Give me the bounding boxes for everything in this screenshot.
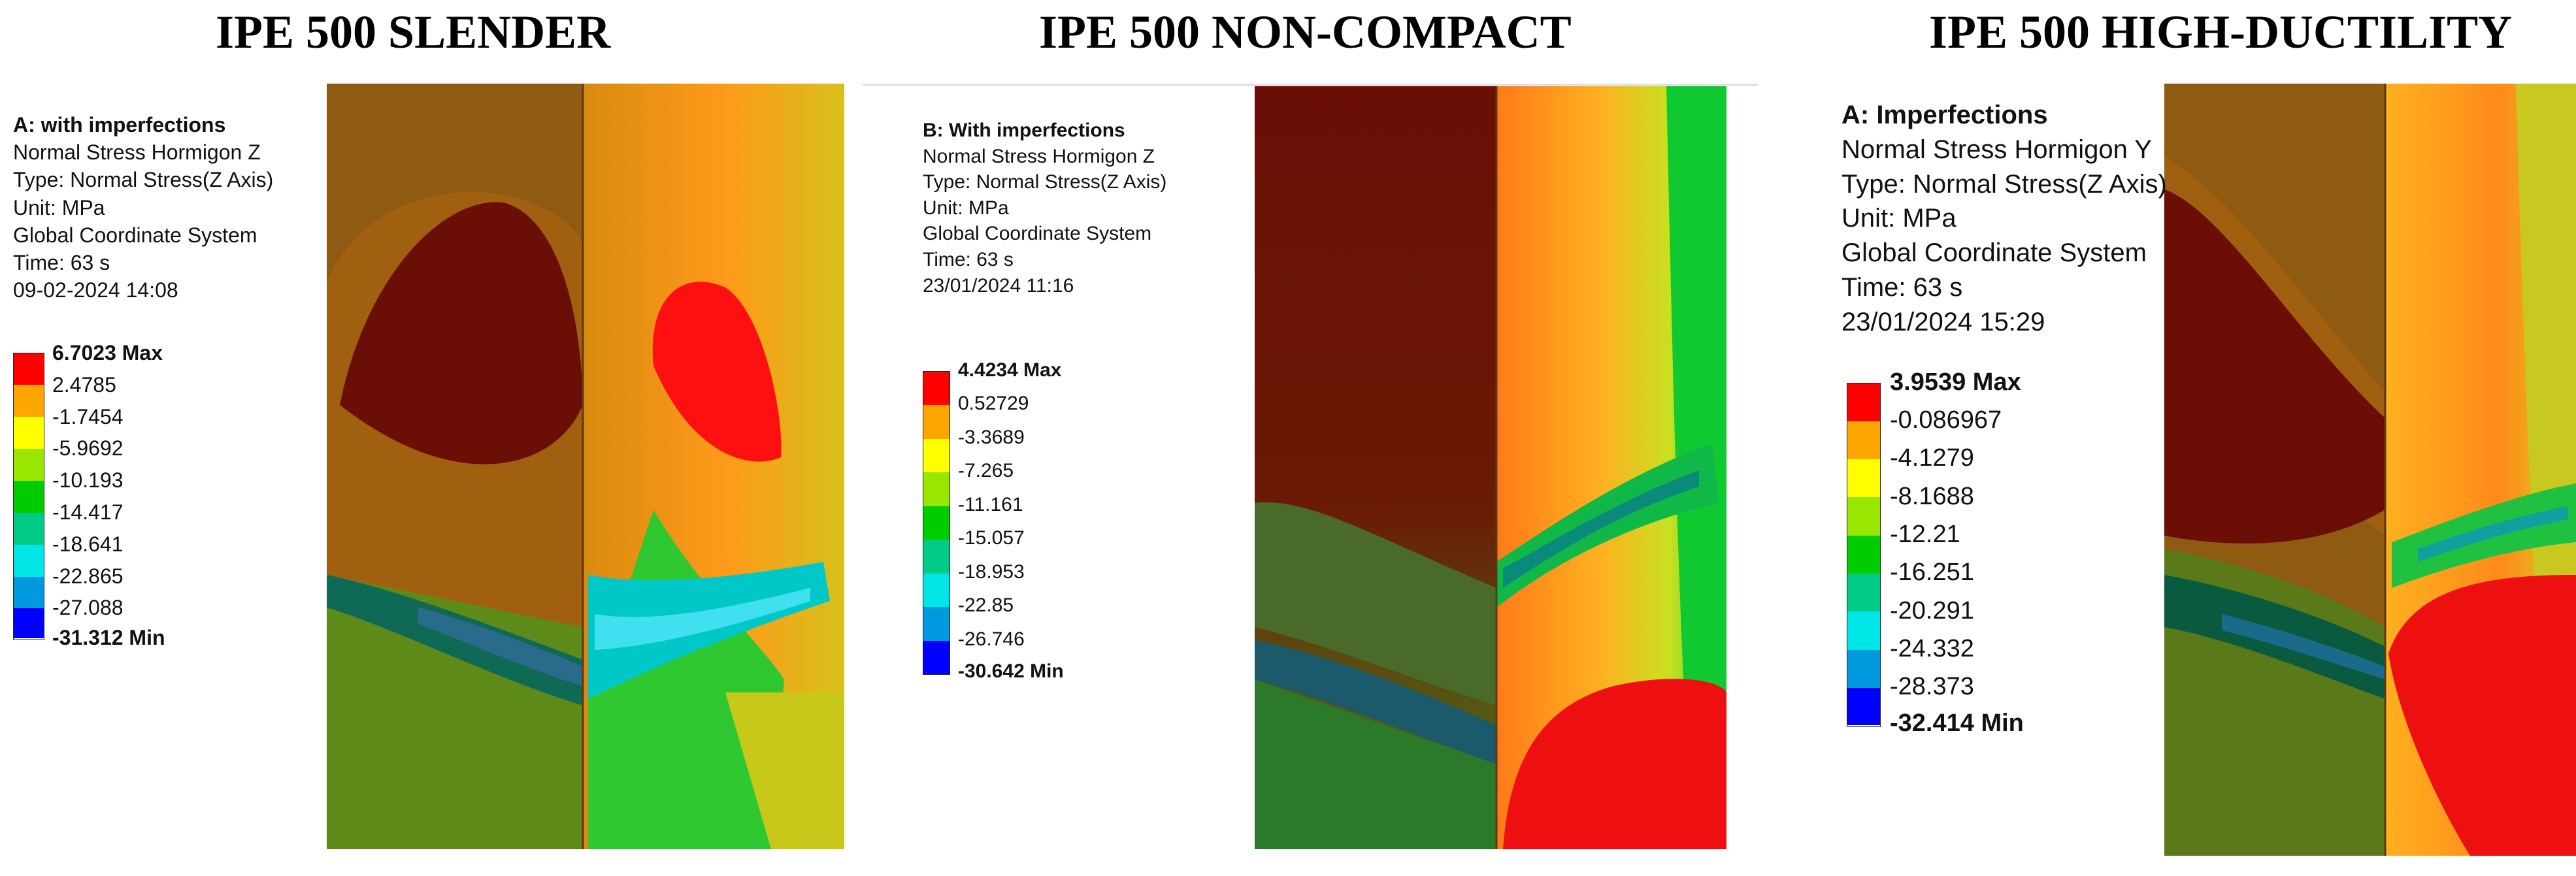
legend-bar (13, 353, 44, 640)
legend-label: -26.746 (958, 628, 1025, 650)
panel-non-compact: IPE 500 NON-COMPACT B: With imperfection… (850, 0, 1764, 876)
info-line: Unit: MPa (923, 197, 1009, 219)
legend-label: -1.7454 (52, 405, 124, 429)
legend-label: -10.193 (52, 468, 124, 492)
panel-high-ductility: IPE 500 HIGH-DUCTILITY A: Imperfections … (1764, 0, 2576, 876)
legend-min-label: -30.642 Min (958, 660, 1064, 682)
legend-min-label: -31.312 Min (52, 626, 165, 649)
info-header: A: Imperfections (1841, 101, 2048, 129)
legend-swatch (14, 385, 44, 417)
legend-swatch (1847, 497, 1880, 536)
info-line: Type: Normal Stress(Z Axis) (1841, 169, 2167, 199)
legend-swatch (1847, 459, 1880, 497)
legend-swatch (923, 439, 949, 472)
legend-label: -22.85 (958, 594, 1014, 616)
legend-swatch (1847, 611, 1880, 650)
legend-swatch (1847, 574, 1880, 611)
info-line: Normal Stress Hormigon Z (923, 145, 1155, 167)
legend-label: -18.641 (52, 532, 124, 556)
legend-swatch (923, 607, 949, 641)
info-line: Time: 63 s (13, 251, 110, 275)
legend-label: -8.1688 (1890, 483, 1974, 510)
legend-swatch (923, 405, 949, 439)
info-line: Unit: MPa (13, 195, 105, 219)
info-line: Normal Stress Hormigon Y (1841, 135, 2152, 164)
legend-swatch (14, 353, 44, 385)
legend-label: -7.265 (958, 460, 1014, 481)
stress-contour-plot (863, 84, 1758, 849)
legend-swatch (14, 481, 44, 513)
legend-swatch (14, 417, 44, 449)
legend-label: -11.161 (958, 494, 1023, 515)
legend-bar (1847, 383, 1881, 727)
info-header: A: with imperfections (13, 113, 226, 137)
info-line: 09-02-2024 14:08 (13, 278, 178, 302)
legend-swatch (923, 372, 949, 405)
legend-max-label: 3.9539 Max (1890, 368, 2021, 396)
panel-slender: IPE 500 SLENDER A: with imperfections No… (0, 0, 850, 876)
result-info-block: A: Imperfections Normal Stress Hormigon … (1841, 98, 2167, 340)
legend-max-label: 4.4234 Max (958, 359, 1062, 381)
legend-label: -16.251 (1890, 559, 1974, 586)
legend-swatch (14, 545, 44, 577)
info-header: B: With imperfections (923, 120, 1125, 141)
info-line: 23/01/2024 11:16 (923, 274, 1074, 297)
info-line: Global Coordinate System (1841, 238, 2147, 268)
legend-label: -18.953 (958, 561, 1025, 583)
legend-swatch (1847, 421, 1880, 459)
info-line: Global Coordinate System (923, 223, 1152, 245)
legend-swatch (923, 472, 949, 506)
legend-label: 2.4785 (52, 373, 116, 397)
legend-bar (923, 371, 950, 675)
legend-label: -3.3689 (958, 427, 1025, 448)
legend-swatch (1847, 536, 1880, 574)
legend-swatch (14, 513, 44, 545)
legend-label: -4.1279 (1890, 444, 1974, 472)
legend-swatch (923, 641, 949, 674)
info-line: 23/01/2024 15:29 (1841, 307, 2045, 336)
legend-label: -22.865 (52, 564, 124, 588)
legend-swatch (923, 506, 949, 540)
legend-swatch (14, 608, 44, 638)
legend-label: -20.291 (1890, 597, 1974, 625)
legend-min-label: -32.414 Min (1890, 709, 2024, 737)
legend-label: -14.417 (52, 500, 124, 524)
legend-swatch (1847, 688, 1880, 725)
result-info-block: A: with imperfections Normal Stress Horm… (13, 111, 273, 304)
legend-swatch (14, 449, 44, 481)
info-line: Time: 63 s (1841, 272, 1963, 302)
stress-contour-plot (327, 84, 844, 849)
legend-label: -12.21 (1890, 521, 1960, 548)
info-line: Normal Stress Hormigon Z (13, 140, 261, 165)
legend-label: -27.088 (52, 596, 124, 619)
panel-title: IPE 500 HIGH-DUCTILITY (1929, 6, 2513, 58)
legend-label: 0.52729 (958, 393, 1029, 414)
result-info-block: B: With imperfections Normal Stress Horm… (923, 118, 1166, 299)
panel-title: IPE 500 SLENDER (216, 6, 611, 58)
info-line: Type: Normal Stress(Z Axis) (923, 171, 1167, 193)
info-line: Type: Normal Stress(Z Axis) (13, 168, 274, 192)
legend-swatch (923, 540, 949, 574)
stress-contour-plot (2164, 84, 2576, 856)
legend-max-label: 6.7023 Max (52, 341, 163, 365)
info-line: Time: 63 s (923, 248, 1014, 270)
legend-swatch (923, 574, 949, 607)
legend-swatch (14, 577, 44, 608)
legend-label: -24.332 (1890, 635, 1974, 662)
legend-label: -28.373 (1890, 673, 1974, 700)
info-line: Unit: MPa (1841, 204, 1957, 233)
panel-title: IPE 500 NON-COMPACT (1039, 6, 1572, 58)
legend-label: -5.9692 (52, 436, 124, 460)
legend-swatch (1847, 383, 1880, 421)
info-line: Global Coordinate System (13, 223, 257, 247)
legend-swatch (1847, 650, 1880, 688)
legend-label: -15.057 (958, 527, 1025, 549)
legend-label: -0.086967 (1890, 406, 2002, 434)
